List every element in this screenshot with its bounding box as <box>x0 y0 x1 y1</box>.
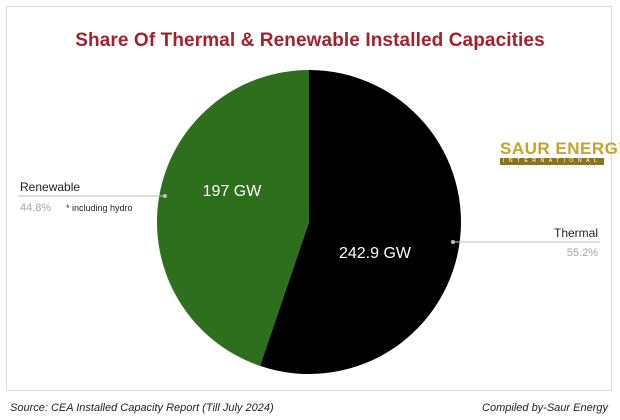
pie-slice-thermal <box>260 70 461 374</box>
pie-chart: 242.9 GW 197 GW Renewable 44.8% * includ… <box>18 69 600 374</box>
slice-name-thermal: Thermal <box>554 226 598 240</box>
slice-percent-thermal: 55.2% <box>567 247 598 259</box>
value-label-renewable: 197 GW <box>203 183 263 200</box>
renewable-note: * including hydro <box>66 203 133 213</box>
source-note: Source: CEA Installed Capacity Report (T… <box>10 402 274 414</box>
chart-title: Share Of Thermal & Renewable Installed C… <box>75 30 545 51</box>
logo-sub-text: INTERNATIONAL <box>500 158 604 165</box>
slice-name-renewable: Renewable <box>20 180 80 194</box>
value-label-thermal: 242.9 GW <box>339 245 412 262</box>
leader-dot-renewable <box>163 194 167 198</box>
pie-slice-renewable <box>156 69 309 366</box>
saur-energy-logo: SAUR ENERGY INTERNATIONAL <box>500 139 620 165</box>
logo-main-text: SAUR ENERGY <box>500 139 620 158</box>
slice-percent-renewable: 44.8% <box>20 202 51 214</box>
leader-dot-thermal <box>451 240 455 244</box>
credit-note: Compiled by-Saur Energy <box>482 402 608 414</box>
